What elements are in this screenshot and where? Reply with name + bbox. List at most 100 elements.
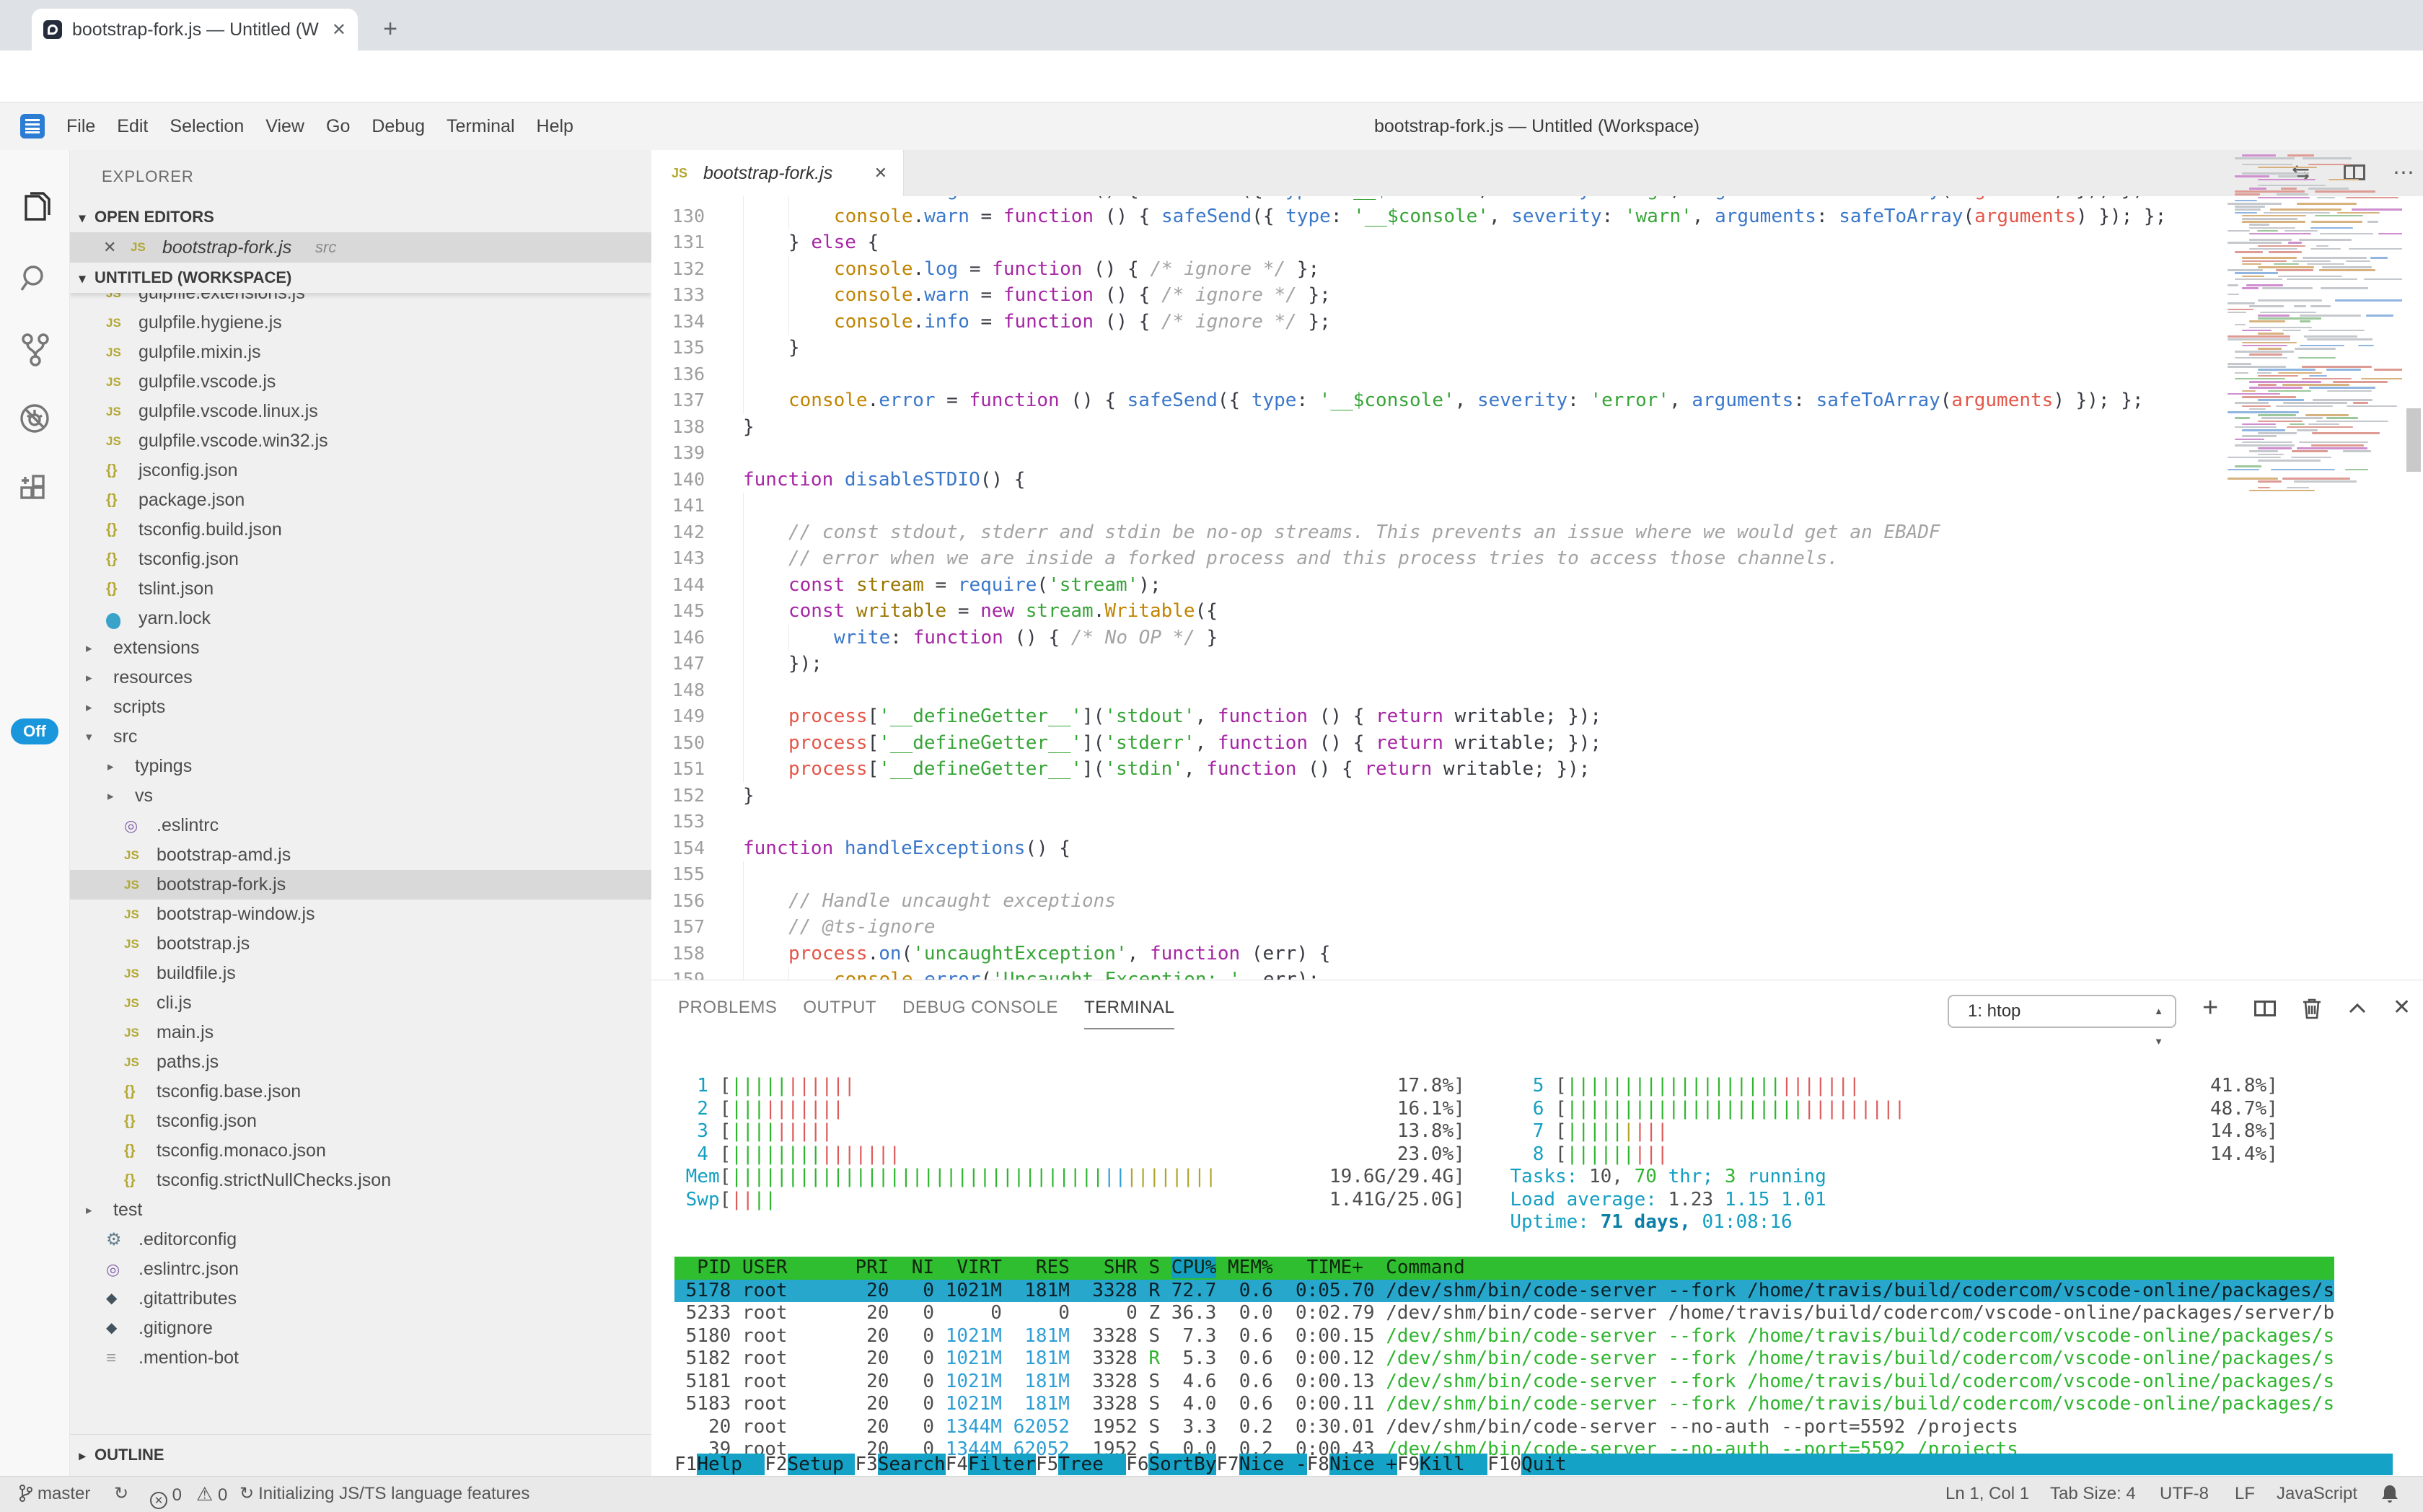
menu-edit[interactable]: Edit [117, 115, 149, 136]
tree-item[interactable]: JS main.js [70, 1018, 651, 1047]
extensions-icon[interactable] [16, 470, 53, 508]
menu-view[interactable]: View [265, 115, 304, 136]
cursor-position[interactable]: Ln 1, Col 1 [1945, 1484, 2030, 1503]
tree-item[interactable]: ◎ .eslintrc [70, 811, 651, 840]
close-panel-icon[interactable]: ✕ [2393, 995, 2411, 1019]
language-mode[interactable]: JavaScript [2277, 1484, 2358, 1503]
tree-item[interactable]: ▸ scripts [70, 693, 651, 722]
tree-item[interactable]: ▸ extensions [70, 633, 651, 663]
close-icon[interactable]: ✕ [103, 238, 117, 256]
tab-close-icon[interactable]: ✕ [331, 19, 346, 40]
tree-item[interactable]: JS gulpfile.mixin.js [70, 338, 651, 367]
split-terminal-icon[interactable] [2254, 1001, 2276, 1016]
process-row[interactable]: 5180 root 20 0 1021M 181M 3328 S 7.3 0.6… [674, 1324, 2335, 1347]
tab-size[interactable]: Tab Size: 4 [2050, 1484, 2136, 1503]
js-file-icon: JS [124, 937, 139, 951]
menu-file[interactable]: File [66, 115, 96, 136]
tree-item[interactable]: yarn.lock [70, 604, 651, 633]
tree-item[interactable]: ◆ .gitignore [70, 1314, 651, 1343]
code-line: 131} else { [651, 229, 2228, 256]
tree-item[interactable]: JS bootstrap-amd.js [70, 840, 651, 870]
menu-go[interactable]: Go [326, 115, 351, 136]
tree-item[interactable]: {} tsconfig.monaco.json [70, 1136, 651, 1166]
workspace-header[interactable]: ▾ UNTITLED (WORKSPACE) [70, 263, 651, 293]
menu-debug[interactable]: Debug [371, 115, 426, 136]
json-file-icon: {} [124, 1113, 136, 1129]
editor-scrollbar[interactable] [2406, 408, 2421, 472]
debug-icon[interactable] [16, 400, 53, 437]
tree-item[interactable]: ▾ src [70, 722, 651, 752]
tree-item[interactable]: ▸ test [70, 1195, 651, 1225]
panel-tab-problems[interactable]: PROBLEMS [678, 998, 778, 1017]
tree-item[interactable]: {} package.json [70, 485, 651, 515]
tree-item[interactable]: JS buildfile.js [70, 959, 651, 988]
tree-item[interactable]: JS gulpfile.vscode.win32.js [70, 426, 651, 456]
tree-item[interactable]: JS gulpfile.vscode.linux.js [70, 397, 651, 426]
open-editors-header[interactable]: ▾ OPEN EDITORS [70, 202, 651, 232]
tree-item[interactable]: {} tsconfig.base.json [70, 1077, 651, 1107]
menu-help[interactable]: Help [536, 115, 573, 136]
search-icon[interactable] [16, 260, 53, 297]
tree-item[interactable]: ▸ vs [70, 781, 651, 811]
open-editor-item[interactable]: ✕ JS bootstrap-fork.js src [70, 232, 651, 263]
minimap[interactable] [2228, 154, 2402, 933]
tree-item[interactable]: ◎ .eslintrc.json [70, 1254, 651, 1284]
htop-meters: 1 [||||||||||| 17.8%] 5 [|||||||||||||||… [674, 1075, 2278, 1233]
tree-item[interactable]: ≡ .mention-bot [70, 1343, 651, 1373]
tab-close-icon[interactable]: ✕ [874, 164, 887, 182]
panel-tab-output[interactable]: OUTPUT [803, 998, 877, 1017]
tree-item[interactable]: JS bootstrap.js [70, 929, 651, 959]
panel-tab-debug-console[interactable]: DEBUG CONSOLE [902, 998, 1058, 1017]
tree-item[interactable]: ▸ typings [70, 752, 651, 781]
maximize-panel-icon[interactable] [2348, 980, 2367, 1035]
process-row[interactable]: 20 root 20 0 1344M 62052 1952 S 3.3 0.2 … [674, 1415, 2018, 1438]
process-row[interactable]: 5178 root 20 0 1021M 181M 3328 R 72.7 0.… [674, 1279, 2335, 1302]
tree-item[interactable]: ◆ .gitattributes [70, 1284, 651, 1314]
encoding[interactable]: UTF-8 [2160, 1484, 2209, 1503]
sync-icon[interactable]: ↻ [114, 1484, 129, 1503]
code-line: 135} [651, 335, 2228, 361]
tree-item[interactable]: {} tslint.json [70, 574, 651, 604]
new-terminal-icon[interactable]: + [2202, 993, 2219, 1023]
tree-item[interactable]: JS gulpfile.hygiene.js [70, 308, 651, 338]
tree-item[interactable]: JS paths.js [70, 1047, 651, 1077]
tree-item[interactable]: ▸ resources [70, 663, 651, 693]
problems-item[interactable]: ✕ 0 ⚠ 0 [150, 1477, 227, 1512]
off-toggle-badge[interactable]: Off [11, 718, 58, 744]
tree-item[interactable]: {} tsconfig.strictNullChecks.json [70, 1166, 651, 1195]
terminal[interactable]: 1 [||||||||||| 17.8%] 5 [|||||||||||||||… [674, 1065, 2393, 1476]
tree-item[interactable]: {} jsconfig.json [70, 456, 651, 485]
outline-header[interactable]: ▸ OUTLINE [70, 1434, 651, 1475]
editor-tab[interactable]: JS bootstrap-fork.js ✕ [651, 150, 904, 196]
tree-item[interactable]: {} tsconfig.json [70, 1107, 651, 1136]
language-status-item[interactable]: ↻ Initializing JS/TS language features [239, 1484, 530, 1503]
process-row[interactable]: 5183 root 20 0 1021M 181M 3328 S 4.0 0.6… [674, 1393, 2335, 1415]
tree-item[interactable]: {} tsconfig.build.json [70, 515, 651, 545]
kill-terminal-icon[interactable] [2302, 980, 2322, 1035]
process-row[interactable]: 5182 root 20 0 1021M 181M 3328 R 5.3 0.6… [674, 1348, 2335, 1369]
bell-icon[interactable] [2380, 1477, 2399, 1512]
terminal-select[interactable]: 1: htop ▲ ▼ [1948, 995, 2176, 1047]
tree-item[interactable]: JS bootstrap-window.js [70, 900, 651, 929]
tree-item[interactable]: JS gulpfile.vscode.js [70, 367, 651, 397]
process-row[interactable]: 5233 root 20 0 0 0 0 Z 36.3 0.0 0:02.79 … [674, 1302, 2335, 1324]
eol[interactable]: LF [2235, 1484, 2256, 1503]
git-branch-item[interactable]: master [19, 1477, 90, 1512]
new-tab-button[interactable]: + [383, 15, 397, 43]
source-control-icon[interactable] [16, 330, 53, 368]
process-row[interactable]: 5181 root 20 0 1021M 181M 3328 S 4.6 0.6… [674, 1370, 2335, 1392]
more-actions-icon[interactable]: ⋯ [2393, 161, 2414, 185]
panel-tab-terminal[interactable]: TERMINAL [1083, 998, 1175, 1029]
explorer-icon[interactable] [16, 189, 53, 227]
tree-item-label: gulpfile.vscode.win32.js [138, 431, 328, 451]
tree-item[interactable]: {} tsconfig.json [70, 545, 651, 574]
code-editor[interactable]: 129console.log = function () { safeSend(… [651, 196, 2228, 980]
htop-table-header[interactable]: PID USER PRI NI VIRT RES SHR S CPU% MEM%… [674, 1257, 2335, 1280]
tree-item[interactable]: JS bootstrap-fork.js [70, 870, 651, 900]
menu-terminal[interactable]: Terminal [447, 115, 515, 136]
tree-item[interactable]: ⚙ .editorconfig [70, 1225, 651, 1254]
browser-tab[interactable]: bootstrap-fork.js — Untitled (W ✕ [32, 9, 358, 50]
menu-selection[interactable]: Selection [170, 115, 245, 136]
tree-item[interactable]: JS cli.js [70, 988, 651, 1018]
js-file-icon: JS [106, 375, 121, 389]
